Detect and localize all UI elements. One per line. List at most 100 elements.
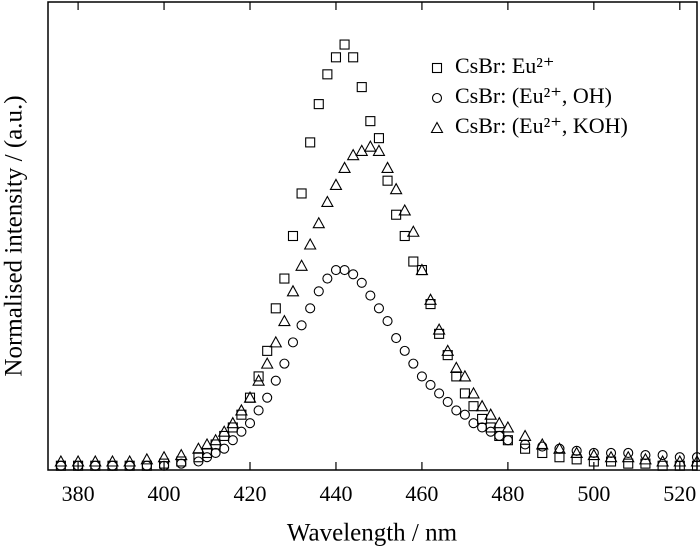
x-tick-label: 520 — [663, 481, 696, 506]
data-point — [674, 452, 685, 463]
data-point — [140, 452, 154, 465]
data-point — [253, 371, 264, 382]
data-point — [312, 216, 326, 229]
data-point — [200, 437, 214, 450]
data-point — [373, 133, 384, 144]
data-point — [554, 452, 565, 463]
data-point — [201, 452, 213, 463]
data-point — [313, 286, 324, 297]
data-point — [262, 392, 273, 403]
data-point — [176, 458, 187, 469]
data-point — [432, 322, 446, 335]
data-point — [313, 99, 324, 110]
data-point — [339, 264, 350, 276]
x-tick-label: 460 — [405, 481, 438, 506]
data-point — [398, 203, 412, 216]
data-point — [226, 416, 240, 429]
data-point — [365, 116, 376, 127]
data-point — [270, 375, 281, 386]
data-point — [656, 454, 670, 467]
data-point — [408, 256, 419, 267]
data-point — [210, 447, 221, 459]
data-point — [451, 371, 462, 382]
data-point — [234, 403, 248, 416]
data-point — [501, 420, 515, 433]
data-point — [640, 450, 651, 461]
data-point — [623, 447, 634, 459]
x-tick-label: 500 — [577, 481, 610, 506]
data-point — [468, 401, 479, 412]
plot-frame — [47, 1, 698, 471]
data-point — [269, 335, 283, 348]
data-point — [262, 345, 273, 356]
y-axis-label: Normalised intensity / (a.u.) — [1, 95, 28, 376]
data-point — [141, 460, 152, 471]
data-point — [415, 263, 429, 276]
data-point — [243, 391, 257, 403]
data-point — [424, 293, 437, 305]
data-point — [657, 450, 668, 461]
data-point — [365, 290, 376, 301]
data-point — [389, 182, 403, 195]
data-point — [176, 456, 187, 467]
data-point — [363, 140, 377, 152]
data-point — [494, 430, 505, 442]
data-point — [191, 442, 205, 454]
data-point — [209, 433, 223, 446]
data-point — [416, 371, 427, 382]
data-point — [217, 425, 231, 437]
data-point — [236, 426, 247, 437]
x-axis-label: Wavelength / nm — [287, 520, 458, 547]
data-point — [295, 259, 309, 271]
data-point — [467, 386, 480, 399]
data-point — [296, 320, 307, 331]
data-point — [355, 144, 369, 156]
data-point — [484, 408, 498, 420]
data-point — [391, 333, 402, 344]
data-point — [260, 356, 274, 369]
data-point — [305, 137, 316, 148]
data-point — [406, 225, 420, 237]
data-point — [219, 443, 230, 454]
data-point — [227, 435, 238, 446]
data-point — [477, 422, 488, 433]
data-point — [604, 450, 618, 463]
data-point — [296, 188, 307, 199]
data-point — [322, 273, 333, 284]
data-point — [348, 269, 359, 280]
data-point — [553, 442, 566, 454]
data-point — [434, 388, 445, 399]
data-point — [485, 426, 496, 437]
data-point — [279, 358, 290, 369]
data-point — [174, 448, 188, 461]
data-point — [356, 277, 367, 288]
data-point — [277, 314, 291, 327]
data-point — [286, 284, 300, 297]
data-point — [691, 452, 700, 463]
data-point — [475, 399, 489, 412]
data-point — [449, 361, 463, 373]
data-point — [492, 416, 506, 429]
data-point — [382, 175, 393, 186]
data-point — [587, 448, 601, 461]
legend-marker — [431, 92, 443, 104]
data-point — [253, 405, 264, 416]
x-tick-label: 440 — [319, 481, 352, 506]
x-tick-label: 480 — [491, 481, 524, 506]
data-point — [459, 388, 470, 399]
x-tick-label: 380 — [62, 481, 95, 506]
data-point — [537, 441, 548, 452]
data-point — [193, 456, 204, 467]
data-point — [320, 195, 334, 208]
data-point — [287, 337, 299, 348]
data-point — [339, 39, 350, 50]
data-point — [356, 82, 367, 93]
data-point — [373, 303, 384, 314]
data-point — [441, 344, 455, 356]
data-point — [621, 450, 635, 463]
data-point — [399, 345, 410, 356]
data-point — [673, 454, 687, 467]
data-point — [459, 409, 470, 420]
data-point — [279, 273, 290, 284]
